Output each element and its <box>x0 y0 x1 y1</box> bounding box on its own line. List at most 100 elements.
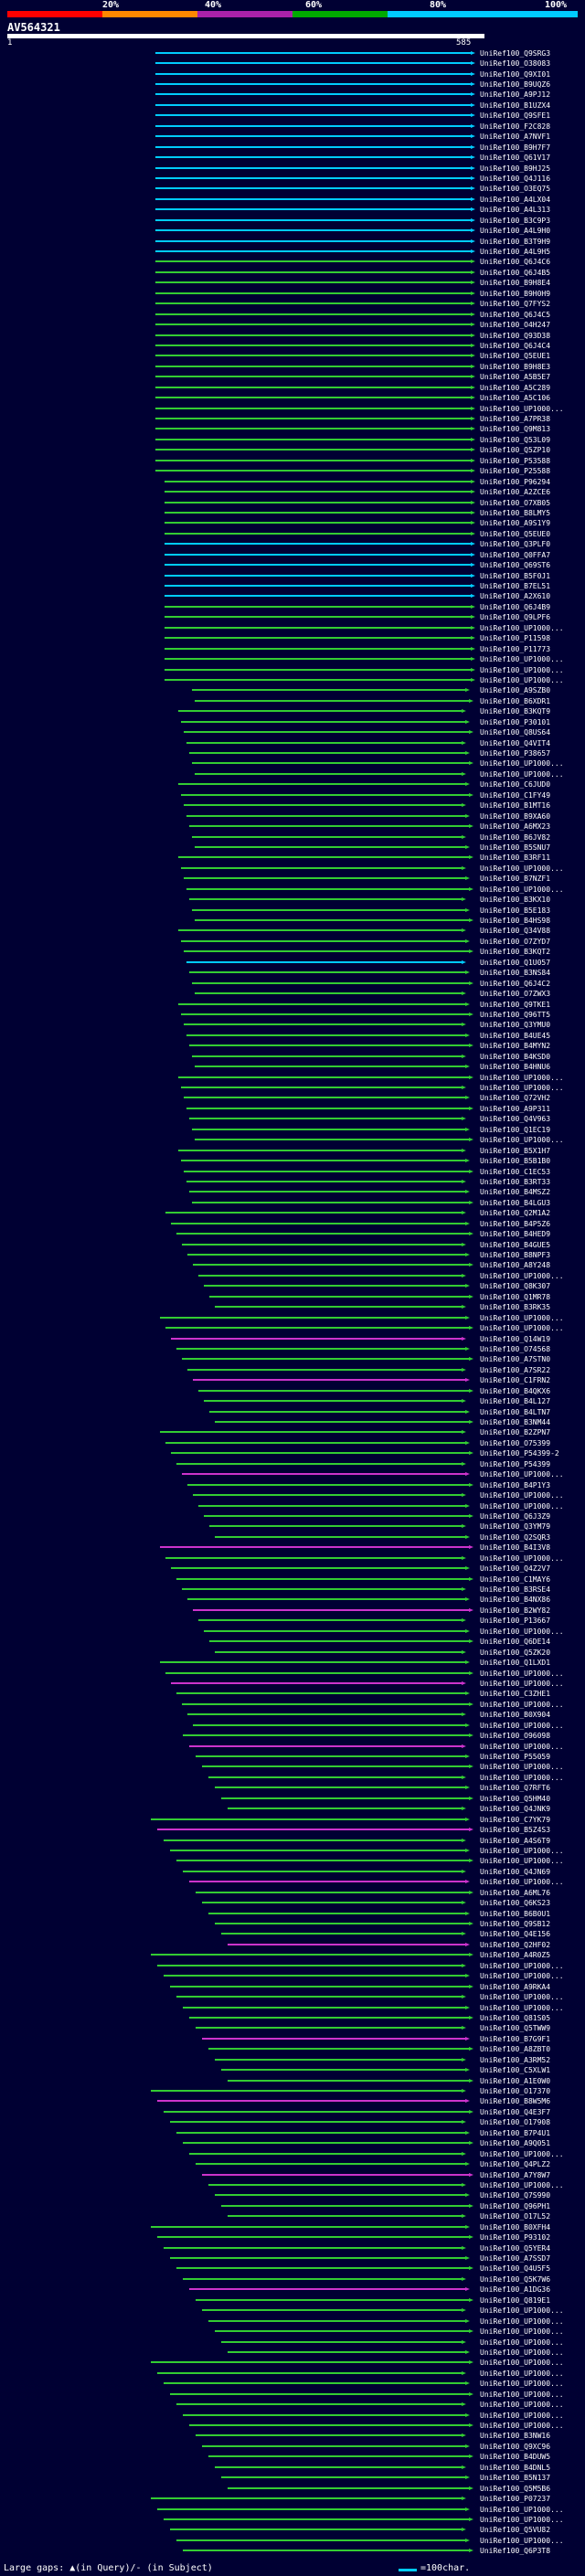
hit-label[interactable]: UniRef100_B8LMY5 <box>480 509 550 517</box>
hit-label[interactable]: UniRef100_B4MYN2 <box>480 1042 550 1050</box>
hit-label[interactable]: UniRef100_P54399 <box>480 1460 550 1468</box>
hit-label[interactable]: UniRef100_Q5K7W6 <box>480 2275 550 2284</box>
hit-row[interactable]: UniRef100_B2WY82 <box>193 1606 550 1615</box>
hit-row[interactable]: UniRef100_UP1000... <box>198 1272 564 1280</box>
hit-row[interactable]: UniRef100_B3NM44 <box>215 1418 550 1426</box>
hit-label[interactable]: UniRef100_Q4JN69 <box>480 1868 550 1876</box>
hit-row[interactable]: UniRef100_A7PR38 <box>155 415 550 423</box>
hit-row[interactable]: UniRef100_A4R0Z5 <box>151 1951 550 1959</box>
hit-label[interactable]: UniRef100_O38083 <box>480 59 550 68</box>
hit-row[interactable]: UniRef100_A7SSD7 <box>170 2254 550 2263</box>
hit-row[interactable]: UniRef100_B4HNU6 <box>195 1063 550 1071</box>
hit-label[interactable]: UniRef100_O17370 <box>480 2087 550 2095</box>
hit-label[interactable]: UniRef100_P11598 <box>480 634 550 642</box>
hit-row[interactable]: UniRef100_Q5YER4 <box>164 2244 550 2253</box>
hit-label[interactable]: UniRef100_A9RKA4 <box>480 1983 550 1991</box>
hit-row[interactable]: UniRef100_UP1000... <box>189 2150 564 2158</box>
hit-row[interactable]: UniRef100_A8Y248 <box>193 1261 550 1269</box>
hit-row[interactable]: UniRef100_P30101 <box>181 718 550 726</box>
hit-row[interactable]: UniRef100_UP1000... <box>178 1074 564 1082</box>
hit-label[interactable]: UniRef100_B7P4U1 <box>480 2129 550 2137</box>
hit-row[interactable]: UniRef100_UP1000... <box>165 1554 564 1563</box>
hit-row[interactable]: UniRef100_Q4J116 <box>155 175 550 183</box>
hit-label[interactable]: UniRef100_B4LGU3 <box>480 1199 550 1207</box>
hit-label[interactable]: UniRef100_UP1000... <box>480 1314 564 1322</box>
hit-label[interactable]: UniRef100_UP1000... <box>480 1324 564 1332</box>
hit-label[interactable]: UniRef100_Q7FYS2 <box>480 300 550 308</box>
hit-row[interactable]: UniRef100_A9S1Y9 <box>165 519 550 527</box>
hit-label[interactable]: UniRef100_A1DG36 <box>480 2285 550 2294</box>
hit-row[interactable]: UniRef100_UP1000... <box>176 2401 564 2409</box>
hit-row[interactable]: UniRef100_B4L127 <box>204 1397 550 1405</box>
hit-label[interactable]: UniRef100_A6ML76 <box>480 1889 550 1897</box>
hit-row[interactable]: UniRef100_B3RSE4 <box>182 1585 550 1594</box>
hit-label[interactable]: UniRef100_UP1000... <box>480 1680 564 1688</box>
hit-label[interactable]: UniRef100_Q6J4B9 <box>480 603 550 611</box>
hit-label[interactable]: UniRef100_Q9SFE1 <box>480 111 550 120</box>
hit-row[interactable]: UniRef100_O17L52 <box>228 2212 550 2221</box>
hit-label[interactable]: UniRef100_UP1000... <box>480 1554 564 1563</box>
hit-label[interactable]: UniRef100_A4L9H5 <box>480 248 550 256</box>
hit-row[interactable]: UniRef100_Q9TKE1 <box>178 1001 550 1009</box>
hit-row[interactable]: UniRef100_Q6DE14 <box>209 1638 550 1646</box>
hit-row[interactable]: UniRef100_B4KSD0 <box>192 1053 550 1061</box>
hit-row[interactable]: UniRef100_B3KQT9 <box>178 707 550 716</box>
hit-row[interactable]: UniRef100_UP1000... <box>189 1743 564 1751</box>
hit-row[interactable]: UniRef100_UP1000... <box>204 1627 564 1636</box>
hit-label[interactable]: UniRef100_UP1000... <box>480 1972 564 1980</box>
hit-row[interactable]: UniRef100_B4P1Y3 <box>187 1481 550 1489</box>
hit-label[interactable]: UniRef100_UP1000... <box>480 2317 564 2326</box>
hit-label[interactable]: UniRef100_B5F0J1 <box>480 572 550 580</box>
hit-row[interactable]: UniRef100_B8W5M6 <box>157 2097 550 2105</box>
hit-row[interactable]: UniRef100_Q4E3F7 <box>164 2108 550 2116</box>
hit-row[interactable]: UniRef100_UP1000... <box>165 666 564 674</box>
hit-label[interactable]: UniRef100_O7ZWX3 <box>480 990 550 998</box>
hit-row[interactable]: UniRef100_Q8K307 <box>204 1282 550 1290</box>
hit-label[interactable]: UniRef100_A7STN0 <box>480 1355 550 1363</box>
hit-row[interactable]: UniRef100_Q4PLZ2 <box>196 2160 550 2168</box>
hit-label[interactable]: UniRef100_B5X1H7 <box>480 1147 550 1155</box>
hit-label[interactable]: UniRef100_A4S6T9 <box>480 1837 550 1845</box>
hit-row[interactable]: UniRef100_Q93D38 <box>155 332 550 340</box>
hit-row[interactable]: UniRef100_B4HS98 <box>195 917 550 925</box>
hit-label[interactable]: UniRef100_O7ZYD7 <box>480 938 550 946</box>
hit-label[interactable]: UniRef100_B5N137 <box>480 2474 550 2482</box>
hit-row[interactable]: UniRef100_UP1000... <box>202 2306 564 2315</box>
hit-row[interactable]: UniRef100_A7NVF1 <box>155 133 550 141</box>
hit-label[interactable]: UniRef100_B0X904 <box>480 1711 550 1719</box>
hit-label[interactable]: UniRef100_B9HJ25 <box>480 164 550 173</box>
hit-label[interactable]: UniRef100_C1FY49 <box>480 791 550 800</box>
hit-label[interactable]: UniRef100_Q6J3Z9 <box>480 1512 550 1521</box>
hit-label[interactable]: UniRef100_B4HS98 <box>480 917 550 925</box>
hit-label[interactable]: UniRef100_UP1000... <box>480 1847 564 1855</box>
hit-row[interactable]: UniRef100_UP1000... <box>181 864 564 873</box>
hit-label[interactable]: UniRef100_Q5EUE1 <box>480 352 550 360</box>
hit-row[interactable]: UniRef100_Q819E1 <box>196 2296 550 2305</box>
hit-label[interactable]: UniRef100_Q9XC96 <box>480 2443 550 2451</box>
hit-row[interactable]: UniRef100_A9P311 <box>186 1105 550 1113</box>
hit-row[interactable]: UniRef100_P93102 <box>157 2233 550 2242</box>
hit-label[interactable]: UniRef100_UP1000... <box>480 1857 564 1865</box>
hit-label[interactable]: UniRef100_Q96TT5 <box>480 1011 550 1019</box>
hit-row[interactable]: UniRef100_UP1000... <box>181 1084 564 1092</box>
hit-row[interactable]: UniRef100_B5Z4S3 <box>157 1826 550 1834</box>
hit-label[interactable]: UniRef100_O74568 <box>480 1345 550 1353</box>
hit-row[interactable]: UniRef100_O38083 <box>155 59 550 68</box>
hit-row[interactable]: UniRef100_Q2HF02 <box>228 1941 550 1949</box>
hit-row[interactable]: UniRef100_Q4U5F5 <box>176 2264 550 2273</box>
hit-row[interactable]: UniRef100_B9H8E3 <box>155 363 550 371</box>
hit-row[interactable]: UniRef100_Q6KS23 <box>202 1899 550 1907</box>
hit-label[interactable]: UniRef100_Q1MR78 <box>480 1293 550 1301</box>
hit-label[interactable]: UniRef100_Q9TKE1 <box>480 1001 550 1009</box>
hit-label[interactable]: UniRef100_Q96PH1 <box>480 2202 550 2210</box>
hit-label[interactable]: UniRef100_A7SR22 <box>480 1366 550 1374</box>
hit-row[interactable]: UniRef100_B1UZX4 <box>155 101 550 110</box>
hit-label[interactable]: UniRef100_P93102 <box>480 2233 550 2242</box>
hit-row[interactable]: UniRef100_P54399 <box>176 1460 550 1468</box>
hit-label[interactable]: UniRef100_B4HNU6 <box>480 1063 550 1071</box>
hit-label[interactable]: UniRef100_UP1000... <box>480 2506 564 2514</box>
hit-row[interactable]: UniRef100_Q6J4C4 <box>155 342 550 350</box>
hit-row[interactable]: UniRef100_O7XB05 <box>165 499 550 507</box>
hit-label[interactable]: UniRef100_UP1000... <box>480 2380 564 2388</box>
hit-row[interactable]: UniRef100_Q5VU82 <box>170 2526 550 2534</box>
